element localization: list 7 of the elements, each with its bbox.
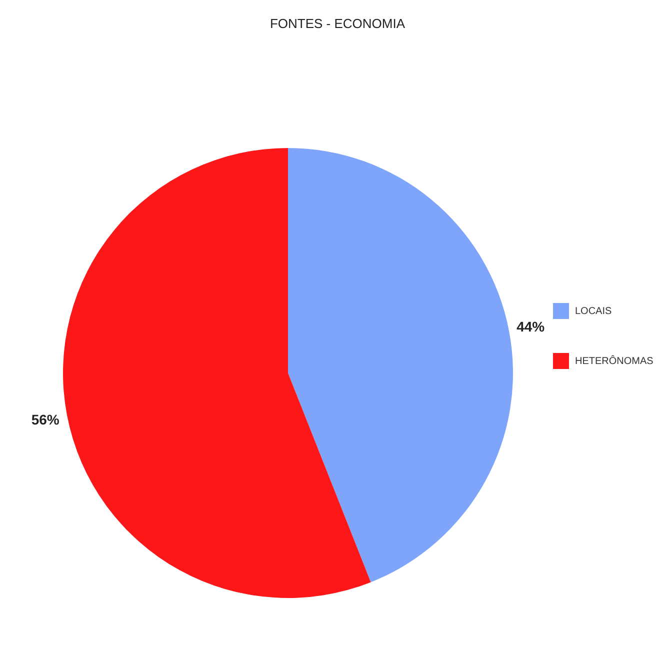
chart-title: FONTES - ECONOMIA bbox=[268, 16, 406, 31]
pie-slice bbox=[288, 148, 513, 582]
pie-slice bbox=[63, 148, 371, 598]
data-label: 44% bbox=[516, 318, 546, 335]
legend-label: LOCAIS bbox=[575, 306, 612, 316]
legend-label: HETERÔNOMAS bbox=[575, 356, 654, 366]
data-label: 56% bbox=[31, 411, 60, 428]
